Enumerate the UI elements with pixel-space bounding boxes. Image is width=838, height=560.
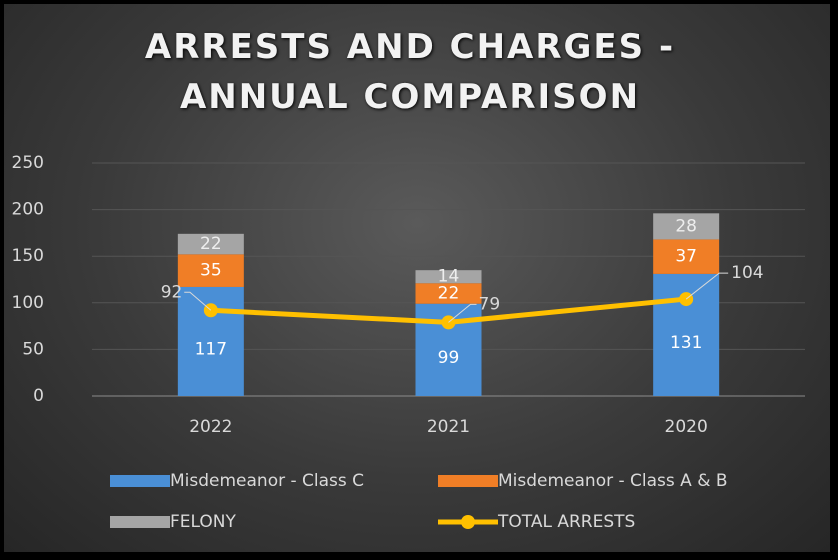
chart-title: ARRESTS AND CHARGES - ANNUAL COMPARISON [144,27,676,117]
leader-line [448,303,477,323]
y-tick-label: 250 [12,153,44,173]
y-tick-label: 0 [33,386,44,406]
data-label: 131 [670,333,702,353]
legend-label: Misdemeanor - Class C [170,471,364,491]
leader-line [685,272,729,300]
data-label: 28 [675,216,697,236]
line-label: 104 [731,263,763,283]
line-label: 92 [161,282,183,302]
legend-swatch [110,475,170,487]
legend-label: Misdemeanor - Class A & B [498,471,728,491]
legend-label: FELONY [170,512,236,532]
bar-segment [177,233,244,255]
data-label: 117 [195,339,227,359]
x-tick-label: 2021 [427,417,470,437]
y-tick-label: 50 [22,339,44,359]
data-label: 14 [438,267,460,287]
y-tick-label: 150 [12,246,44,266]
legend-swatch [110,516,170,528]
bar-segment [177,254,244,287]
x-tick-label: 2022 [189,417,232,437]
line-label: 79 [479,294,501,314]
y-tick-label: 200 [12,200,44,220]
x-tick-label: 2020 [665,417,708,437]
data-label: 22 [200,234,222,254]
leader-line [184,291,212,311]
legend-label: TOTAL ARRESTS [497,512,635,532]
legend-swatch [438,475,498,487]
bar-segment [415,283,482,304]
data-label: 37 [675,247,697,267]
data-label: 99 [438,348,460,368]
bar-segment [415,270,482,284]
legend-swatch [461,515,475,529]
data-label: 35 [200,261,222,281]
bar-segment [653,213,720,240]
data-label: 22 [438,283,460,303]
y-tick-label: 100 [12,293,44,313]
bar-segment [653,239,720,274]
